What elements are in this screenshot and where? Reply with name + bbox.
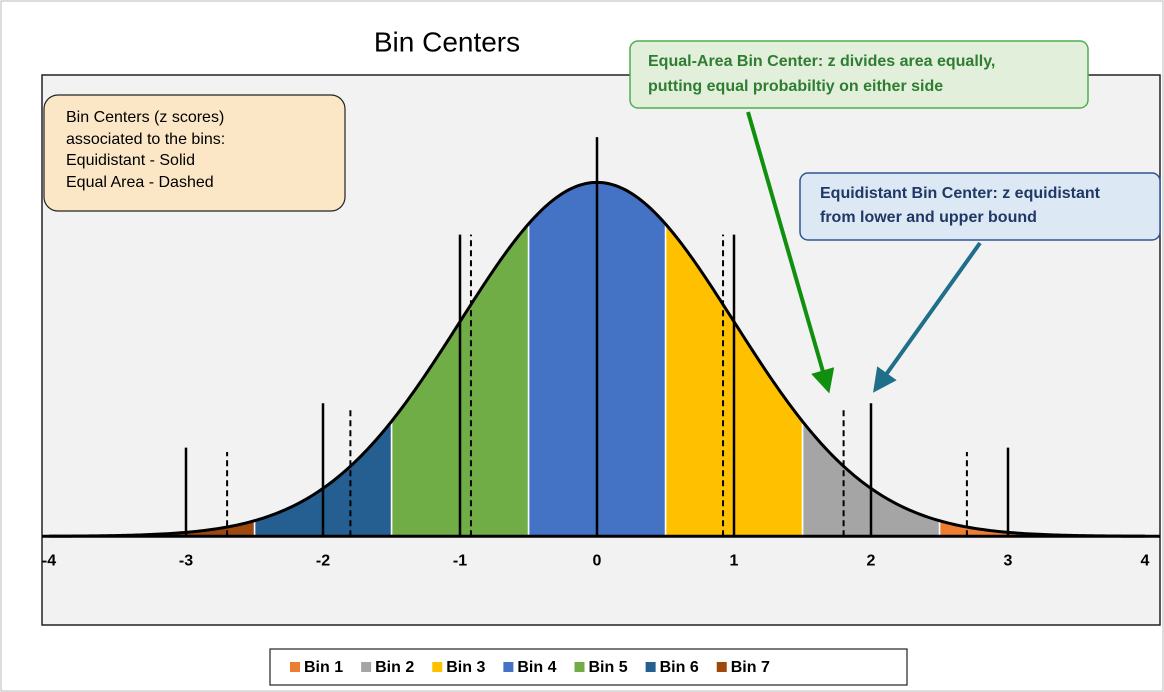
callout-arrow bbox=[873, 241, 982, 393]
legend-swatch bbox=[716, 662, 727, 672]
callout-text: Equal-Area Bin Center: z divides area eq… bbox=[648, 53, 995, 70]
x-tick-label: -4 bbox=[42, 553, 56, 570]
legend bbox=[269, 648, 908, 686]
callout-text: Equidistant Bin Center: z equidistant bbox=[820, 185, 1101, 202]
legend-label: Bin 6 bbox=[660, 659, 699, 676]
legend-swatch bbox=[361, 662, 372, 672]
legend-swatch bbox=[503, 662, 514, 672]
legend-swatch bbox=[290, 662, 300, 672]
info-text: associated to the bins: bbox=[66, 131, 225, 148]
plot: -4 -3 -2 -1 0 1 2 3 4 bbox=[42, 137, 1160, 570]
legend-label: Bin 7 bbox=[731, 659, 770, 676]
info-box bbox=[43, 94, 346, 212]
info-text: Bin Centers (z scores) bbox=[66, 109, 224, 126]
legend-label: Bin 3 bbox=[446, 659, 485, 676]
x-tick-label: 4 bbox=[1141, 553, 1150, 570]
legend-label: Bin 2 bbox=[375, 659, 414, 676]
chart-title: Bin Centers bbox=[374, 26, 520, 57]
x-tick-label: 1 bbox=[730, 553, 739, 570]
x-tick-label: 0 bbox=[593, 553, 602, 570]
callout-text: putting equal probabiltiy on either side bbox=[648, 78, 943, 95]
callout-text: from lower and upper bound bbox=[820, 209, 1037, 226]
info-text: Equal Area - Dashed bbox=[66, 174, 214, 191]
x-tick-label: -3 bbox=[179, 553, 193, 570]
legend-label: Bin 1 bbox=[304, 659, 343, 676]
legend-label: Bin 5 bbox=[589, 659, 628, 676]
callout-arrow bbox=[746, 111, 835, 394]
x-tick-label: 2 bbox=[867, 553, 876, 570]
legend-swatch bbox=[432, 662, 443, 672]
x-tick-label: -2 bbox=[316, 553, 330, 570]
callout-box bbox=[629, 40, 1089, 109]
info-text: Equidistant - Solid bbox=[66, 152, 195, 169]
x-tick-label: -1 bbox=[453, 553, 467, 570]
legend-label: Bin 4 bbox=[517, 659, 556, 676]
legend-items: Bin 1 Bin 2 Bin 3 Bin 4 Bin 5 Bin 6 Bin 7 bbox=[290, 659, 770, 676]
legend-swatch bbox=[645, 662, 656, 672]
callout-box bbox=[799, 172, 1161, 241]
x-tick-label: 3 bbox=[1004, 553, 1013, 570]
legend-swatch bbox=[574, 662, 585, 672]
